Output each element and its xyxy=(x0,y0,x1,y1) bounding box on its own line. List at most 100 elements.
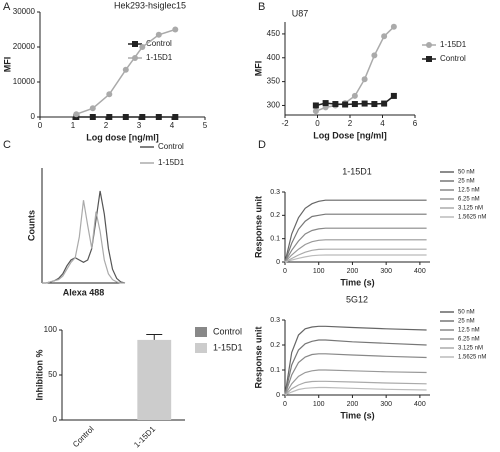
y-axis-label: Counts xyxy=(26,210,36,241)
x-tick-label: 2 xyxy=(104,121,109,130)
error-bar xyxy=(146,334,163,340)
y-tick-label: 0.1 xyxy=(270,236,280,243)
legend-label: 1.5625 nM xyxy=(458,215,486,221)
y-tick-label: 50 xyxy=(48,370,57,379)
legend-label: 1-15D1 xyxy=(158,158,185,167)
y-axis-label: MFI xyxy=(253,61,263,77)
legend-label: 1-15D1 xyxy=(213,342,243,352)
x-tick-label: 3 xyxy=(137,121,142,130)
legend-label: 6.25 nM xyxy=(458,337,480,343)
chart-title: 1-15D1 xyxy=(342,166,372,176)
marker xyxy=(106,91,113,98)
marker xyxy=(381,33,388,40)
x-tick-label: 1 xyxy=(71,121,76,130)
y-tick-label: 400 xyxy=(267,53,281,62)
x-tick-label: 0 xyxy=(283,401,287,408)
marker xyxy=(322,100,329,107)
legend-label: 50 nM xyxy=(458,170,475,176)
marker xyxy=(139,44,146,50)
x-tick-label: 2 xyxy=(348,119,353,128)
marker xyxy=(390,92,397,99)
x-tick-label: 4 xyxy=(170,121,175,130)
y-axis-label: Response unit xyxy=(253,196,263,258)
legend-label: 1-15D1 xyxy=(146,53,173,62)
panel-letter: C xyxy=(3,139,11,151)
panel-letter: B xyxy=(258,1,265,13)
marker xyxy=(312,108,319,115)
y-tick-label: 0 xyxy=(53,415,58,424)
x-axis-label: Time (s) xyxy=(340,410,374,420)
y-tick-label: 0.3 xyxy=(270,317,280,324)
x-tick-label: 4 xyxy=(380,119,385,128)
legend-marker xyxy=(132,41,138,47)
x-tick-label: 6 xyxy=(413,119,418,128)
x-tick-label: 300 xyxy=(380,268,392,275)
y-axis-label: MFI xyxy=(2,57,12,73)
legend-label: 3.125 nM xyxy=(458,206,483,212)
y-tick-label: 0.1 xyxy=(270,367,280,374)
legend-marker xyxy=(426,42,432,48)
marker xyxy=(89,114,96,120)
x-tick-label: Control xyxy=(71,424,96,449)
x-tick-label: 5 xyxy=(203,121,208,130)
x-axis-label: Time (s) xyxy=(340,277,374,287)
legend-marker xyxy=(132,55,138,61)
legend-label: 12.5 nM xyxy=(458,328,480,334)
chart-title: 5G12 xyxy=(346,294,368,304)
y-tick-label: 0 xyxy=(276,259,280,266)
panel-letter: D xyxy=(258,139,266,151)
chart-title: U87 xyxy=(292,8,309,18)
legend-swatch xyxy=(195,343,207,353)
legend-label: 3.125 nM xyxy=(458,346,483,352)
x-tick-label: 300 xyxy=(380,401,392,408)
marker xyxy=(139,114,146,120)
marker xyxy=(172,26,179,33)
y-axis-label: Response unit xyxy=(253,326,263,388)
legend-marker xyxy=(426,56,432,62)
series-line xyxy=(284,227,427,263)
marker xyxy=(351,92,358,99)
legend-label: 50 nM xyxy=(458,310,475,316)
x-tick-label: 200 xyxy=(347,268,359,275)
marker xyxy=(371,101,378,108)
series-line xyxy=(284,353,427,396)
x-tick-label: 0 xyxy=(38,121,43,130)
legend-swatch xyxy=(195,327,207,337)
series-line xyxy=(284,239,427,263)
y-axis-label: Inhibition % xyxy=(34,350,44,401)
x-tick-label: 400 xyxy=(414,401,426,408)
x-axis-label: Alexa 488 xyxy=(63,287,105,297)
marker xyxy=(122,66,129,73)
y-tick-label: 450 xyxy=(267,29,281,38)
marker xyxy=(122,114,129,120)
x-tick-label: 100 xyxy=(313,401,325,408)
y-tick-label: 0.3 xyxy=(270,189,280,196)
x-axis-label: Log Dose [ng/ml] xyxy=(313,130,387,140)
marker xyxy=(361,100,368,107)
y-tick-label: 0 xyxy=(276,392,280,399)
chart-title: Hek293-hsiglec15 xyxy=(114,0,186,10)
marker xyxy=(342,101,349,108)
y-tick-label: 0 xyxy=(31,112,36,121)
legend-label: Control xyxy=(158,142,184,151)
bar xyxy=(137,339,172,420)
marker xyxy=(371,52,378,59)
series-line xyxy=(284,213,427,263)
marker xyxy=(390,23,397,30)
series-line xyxy=(42,200,125,284)
y-tick-label: 100 xyxy=(44,325,58,334)
legend-label: 25 nM xyxy=(458,179,475,185)
y-tick-label: 0.2 xyxy=(270,342,280,349)
legend-label: 6.25 nM xyxy=(458,197,480,203)
y-tick-label: 30000 xyxy=(13,7,36,16)
y-tick-label: 350 xyxy=(267,77,281,86)
y-tick-label: 20000 xyxy=(13,42,36,51)
y-tick-label: 10000 xyxy=(13,77,36,86)
marker xyxy=(155,114,162,120)
marker xyxy=(73,111,80,118)
x-tick-label: 400 xyxy=(414,268,426,275)
x-axis-label: Log dose [ng/ml] xyxy=(86,132,159,142)
x-tick-label: 0 xyxy=(283,268,287,275)
series-line xyxy=(284,199,427,263)
